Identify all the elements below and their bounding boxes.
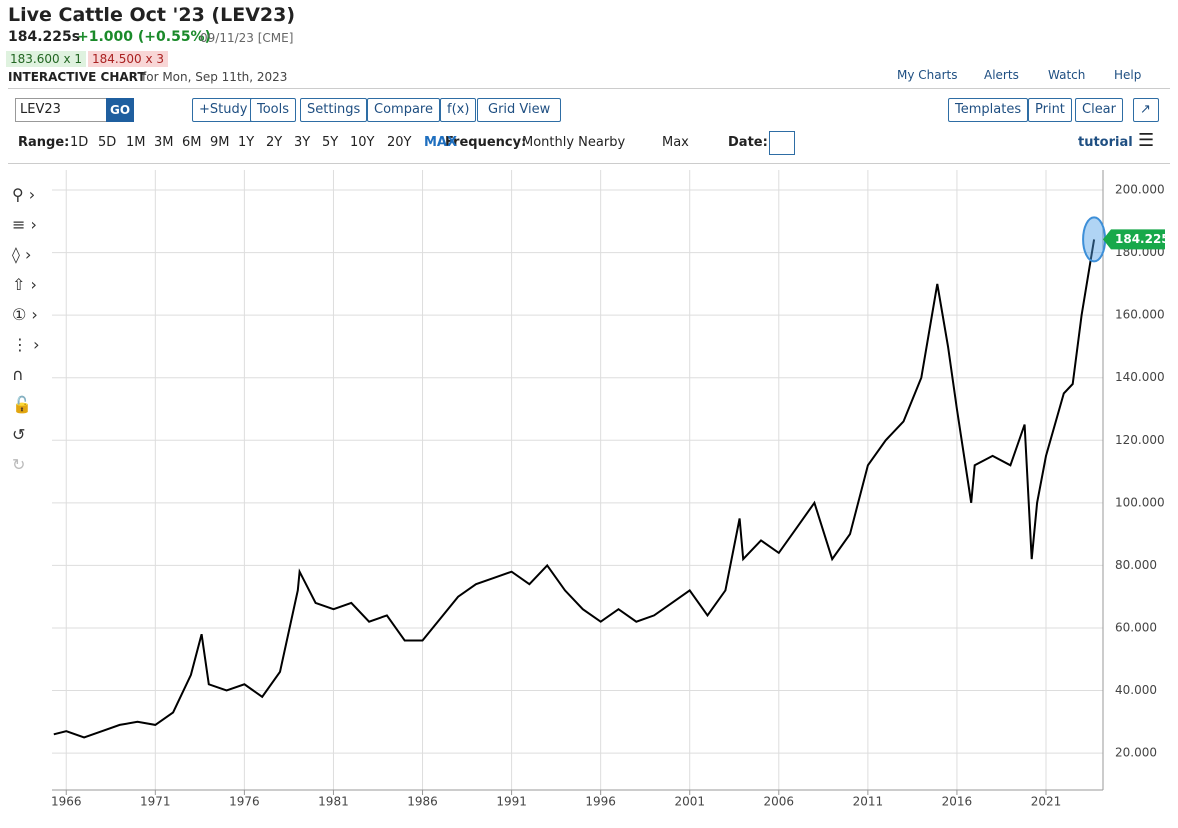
ask: 184.500 x 3 [88,51,168,67]
range-option[interactable]: 9M [210,135,230,150]
calendar-button[interactable] [769,131,795,155]
menu-icon[interactable]: ☰ [1138,130,1155,151]
chart-date: for Mon, Sep 11th, 2023 [142,70,288,84]
range-option[interactable]: 20Y [387,135,412,150]
y-tick-label: 80.000 [1115,558,1157,572]
drawing-tools[interactable]: ⚲ › ≡ › ◊ › ⇧ › ① › ⋮ › ∩ 🔓 ↺ ↻ [12,185,40,474]
x-tick-label: 2011 [853,795,884,809]
range-option[interactable]: 1Y [238,135,255,150]
study-button[interactable]: +Study [192,98,255,122]
title: Live Cattle Oct '23 (LEV23) [8,4,296,26]
bid: 183.600 x 1 [6,51,86,67]
chart-label: INTERACTIVE CHART [8,70,146,84]
highlight [1082,216,1107,263]
y-tick-label: 160.000 [1115,308,1165,322]
x-tick-label: 1981 [318,795,349,809]
divider [8,88,1170,89]
x-tick-label: 1971 [140,795,171,809]
templates-button[interactable]: Templates [948,98,1029,122]
clear-button[interactable]: Clear [1075,98,1123,122]
symbol-input[interactable]: LEV23 [15,98,109,122]
date-label: Date: [728,135,768,150]
grid-view-button[interactable]: Grid View [477,98,562,122]
go-button[interactable]: GO [106,98,134,122]
change: +1.000 (+0.55%) [77,29,211,45]
period-select[interactable]: Max [662,135,689,150]
help[interactable]: Help [1114,68,1142,82]
x-tick-label: 1991 [496,795,527,809]
expand-button[interactable]: ↗ [1133,98,1159,122]
range-option[interactable]: 10Y [350,135,375,150]
range-option[interactable]: 1D [70,135,89,150]
x-tick-label: 1966 [51,795,82,809]
range-option[interactable]: 1M [126,135,146,150]
x-tick-label: 2021 [1031,795,1062,809]
y-tick-label: 120.000 [1115,433,1165,447]
x-tick-label: 1996 [585,795,616,809]
price-tag [1103,229,1165,250]
range-option[interactable]: 5Y [322,135,339,150]
price-line [53,239,1096,739]
range-option[interactable]: 6M [182,135,202,150]
tools-button[interactable]: Tools [250,98,297,122]
range-option[interactable]: 3M [154,135,174,150]
last-price: 184.225s [8,29,81,45]
y-tick-label: 100.000 [1115,495,1165,509]
y-tick-label: 20.000 [1115,746,1157,760]
x-tick-label: 2016 [942,795,973,809]
range-label: Range: [18,135,70,150]
range-option[interactable]: 2Y [266,135,283,150]
x-tick-label: 1976 [229,795,260,809]
y-tick-label: 40.000 [1115,683,1157,697]
my-charts[interactable]: My Charts [897,68,958,82]
frequency-label: Frequency: [445,135,527,150]
y-tick-label: 200.000 [1115,183,1165,197]
fx-button[interactable]: f(x) [440,98,477,122]
range-option[interactable]: 5D [98,135,117,150]
frequency-select[interactable]: Monthly Nearby [522,135,626,150]
x-tick-label: 2001 [674,795,705,809]
watch[interactable]: Watch [1048,68,1086,82]
price-tag-label: 184.225 [1115,232,1170,246]
meta: 09/11/23 [CME] [200,31,294,45]
print-button[interactable]: Print [1028,98,1072,122]
compare-button[interactable]: Compare [367,98,440,122]
alerts[interactable]: Alerts [984,68,1019,82]
tutorial-link[interactable]: tutorial [1078,135,1133,150]
y-tick-label: 60.000 [1115,620,1157,634]
divider [8,163,1170,164]
settings-button[interactable]: Settings [300,98,368,122]
x-tick-label: 2006 [764,795,795,809]
range-option[interactable]: MAX [424,135,458,150]
y-tick-label: 140.000 [1115,370,1165,384]
range-option[interactable]: 3Y [294,135,311,150]
x-tick-label: 1986 [407,795,438,809]
